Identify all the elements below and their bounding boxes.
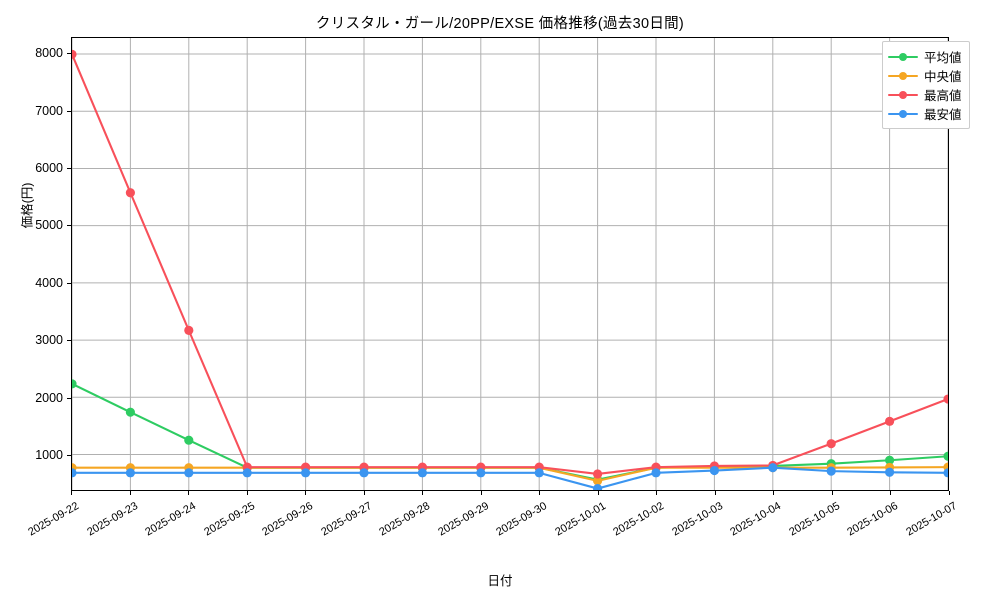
x-tick-label: 2025-10-02 [611,500,667,539]
x-tick-label: 2025-10-07 [904,500,959,539]
y-tick-label: 1000 [35,448,63,463]
legend-item-平均値[interactable]: 平均値 [888,47,962,66]
x-tick-label: 2025-09-22 [26,500,81,539]
x-tick-label: 2025-09-27 [318,500,374,539]
y-axis: 1000 2000 3000 4000 5000 6000 7000 8000 [0,37,71,491]
x-tick-mark [714,491,716,495]
x-tick-mark [305,491,307,495]
x-tick-label: 2025-09-23 [84,500,140,539]
x-tick-label: 2025-10-04 [728,500,784,539]
y-tick-label: 2000 [35,390,63,405]
plot-area [71,37,949,491]
legend-item-中央値[interactable]: 中央値 [888,66,962,85]
y-tick-mark [67,53,71,55]
x-tick-mark [656,491,658,495]
series-中央値 [72,462,948,486]
x-tick-label: 2025-09-26 [260,500,316,539]
legend-label: 最高値 [924,89,962,103]
y-tick-mark [67,340,71,342]
x-tick-mark [539,491,541,495]
chart-legend: 平均値中央値最高値最安値 [882,41,970,129]
x-tick-mark [773,491,775,495]
y-tick-label: 8000 [35,46,63,61]
y-tick-mark [67,225,71,227]
chart-title: クリスタル・ガール/20PP/EXSE 価格推移(過去30日間) [315,16,685,32]
x-tick-mark [71,491,72,495]
y-tick-label: 5000 [35,218,63,233]
legend-marker-icon [888,107,918,121]
legend-marker-icon [888,69,918,83]
x-tick-mark [831,491,833,495]
x-tick-mark [129,491,131,495]
series-最安値 [72,463,948,490]
y-tick-label: 3000 [35,333,63,348]
y-tick-mark [67,110,71,112]
x-tick-label: 2025-09-28 [377,500,433,539]
legend-label: 中央値 [924,70,962,84]
x-axis: 2025-09-22 2025-09-23 2025-09-24 2025-09-25… [26,491,959,591]
series-最高値 [72,49,948,479]
x-tick-mark [422,491,424,495]
x-tick-label: 2025-09-30 [494,500,550,539]
x-tick-mark [246,491,248,495]
x-tick-mark [890,491,892,495]
y-tick-mark [67,282,71,284]
x-tick-label: 2025-09-24 [143,500,199,539]
x-tick-mark [949,491,950,495]
x-tick-label: 2025-10-05 [787,500,842,539]
x-tick-label: 2025-10-06 [845,500,901,539]
x-tick-label: 2025-10-03 [670,500,725,539]
y-tick-mark [67,397,71,399]
y-tick-label: 4000 [35,275,63,290]
legend-marker-icon [888,88,918,102]
y-tick-mark [67,168,71,170]
x-tick-mark [597,491,599,495]
data-series-layer [72,49,948,490]
x-tick-mark [363,491,365,495]
y-tick-label: 6000 [35,161,63,176]
legend-label: 平均値 [924,51,962,65]
y-tick-label: 7000 [35,103,63,118]
x-axis-label: 日付 [487,574,513,588]
x-tick-mark [480,491,482,495]
y-axis-label: 価格(円) [20,182,35,229]
legend-marker-icon [888,50,918,64]
legend-label: 最安値 [924,108,962,122]
legend-item-最高値[interactable]: 最高値 [888,85,962,104]
y-tick-mark [67,455,71,457]
gridlines [72,38,948,490]
x-tick-mark [188,491,190,495]
legend-item-最安値[interactable]: 最安値 [888,104,962,123]
x-tick-label: 2025-09-29 [435,500,491,539]
x-tick-label: 2025-09-25 [201,500,257,539]
x-tick-label: 2025-10-01 [553,500,608,539]
